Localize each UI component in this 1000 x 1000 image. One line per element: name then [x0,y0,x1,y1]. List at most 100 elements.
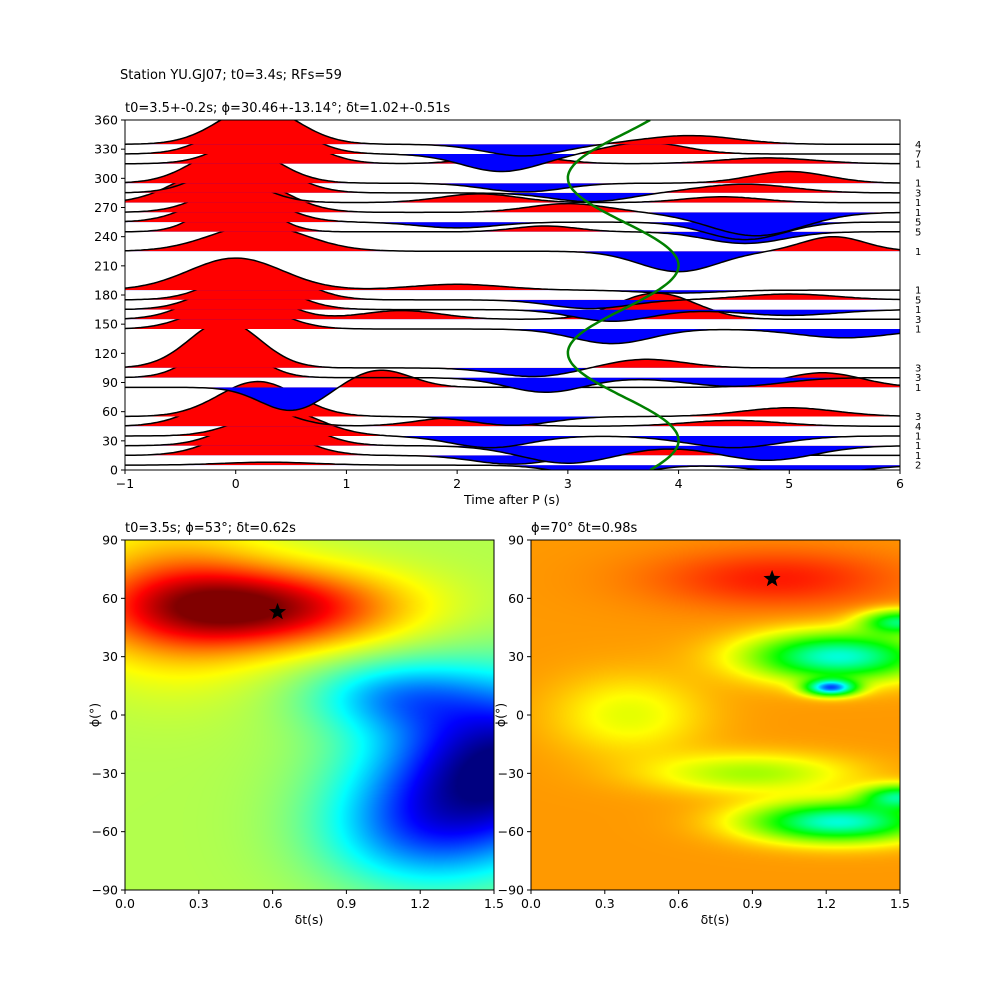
rf-x-tick-label: 0 [232,476,240,491]
heatmap-y-tick-label: 60 [508,591,524,606]
rf-bin-count: 1 [915,247,921,258]
rf-y-axis: 0 30 60 90 120 150 180 210 240 270 300 330 360 [94,113,125,478]
rf-positive-fill [125,258,900,291]
rf-bin-count: 5 [915,218,921,229]
grid-right-y-label: ϕ(°) [493,703,508,727]
rf-negative-fill [584,290,809,294]
grid-left-axes: 0.0 0.3 0.6 0.9 1.2 1.5 −90 −60 −30 0 30 60 90 [92,533,504,912]
heatmap-x-tick-label: 1.5 [484,896,504,911]
heatmap-y-tick-label: 30 [102,649,118,664]
heatmap-y-tick-label: −60 [92,824,118,839]
grid-right-panel: ϕ=70° δt=0.98s 0.0 0.3 0.6 0.9 1.2 1.5 −90 −60 −… [493,521,910,927]
rf-x-tick-label: 2 [453,476,461,491]
rf-curve-group [566,120,680,470]
rf-y-tick-label: 150 [94,317,118,332]
rf-x-tick-label: 3 [564,476,572,491]
rf-negative-fill [125,212,900,236]
rf-bin-count: 3 [915,188,921,199]
rf-x-axis: −1 0 1 2 3 4 5 6 [116,470,904,491]
heatmap-x-tick-label: 0.6 [263,896,283,911]
heatmap-y-tick-label: 90 [508,533,524,548]
rf-bin-count: 1 [915,198,921,209]
rf-bin-count: 4 [915,422,921,433]
heatmap-x-tick-label: 0.0 [115,896,135,911]
heatmap-x-tick-label: 0.0 [521,896,541,911]
best-fit-star-marker [763,569,781,587]
rf-bin-count: 1 [915,159,921,170]
rf-y-tick-label: 210 [94,258,118,273]
rf-bin-count: 5 [915,295,921,306]
grid-left-title: t0=3.5s; ϕ=53°; δt=0.62s [125,521,296,536]
rf-bin-count: 3 [915,315,921,326]
heatmap-y-tick-label: −90 [498,883,524,898]
rf-negative-fill [125,387,900,411]
rf-y-tick-label: 90 [102,375,118,390]
rf-negative-fill [125,222,900,240]
rf-x-axis-label: Time after P (s) [463,492,560,507]
rf-y-tick-label: 360 [94,113,118,128]
rf-x-tick-label: 4 [675,476,683,491]
heatmap-x-tick-label: 1.2 [816,896,836,911]
rf-traces [125,120,900,470]
rf-negative-fill [125,183,900,192]
heatmap-x-tick-label: 0.6 [669,896,689,911]
rf-bin-count: 1 [915,325,921,336]
rf-bin-count: 1 [915,431,921,442]
rf-positive-fill [125,120,900,145]
rf-bin-count: 3 [915,363,921,374]
rf-panel-title: t0=3.5+-0.2s; ϕ=30.46+-13.14°; δt=1.02+-… [125,101,450,116]
heatmap-x-tick-label: 1.2 [410,896,430,911]
rf-trace [125,461,900,470]
grid-right-overlay [763,569,781,587]
rf-delay-curve [566,120,680,470]
rf-trace [125,120,900,157]
grid-left-heatmap [125,540,494,890]
rf-negative-fill [125,309,900,322]
figure-suptitle: Station YU.GJ07; t0=3.4s; RFs=59 [120,68,342,83]
heatmap-y-tick-label: −90 [92,883,118,898]
rf-positive-fill [125,381,900,417]
rf-bin-count: 1 [915,383,921,394]
heatmap-y-tick-label: 90 [102,533,118,548]
rf-negative-fill [455,465,900,470]
rf-bin-count: 1 [915,208,921,219]
rf-y-tick-label: 330 [94,142,118,157]
grid-left-overlay [269,602,287,620]
rf-negative-fill [403,367,590,377]
rf-x-tick-label: 5 [785,476,793,491]
rf-bin-count: 4 [915,140,921,151]
rf-positive-fill [125,225,900,252]
rf-bin-count: 1 [915,305,921,316]
rf-bin-count: 5 [915,227,921,238]
grid-left-y-label: ϕ(°) [87,703,102,727]
rf-panel: t0=3.5+-0.2s; ϕ=30.46+-13.14°; δt=1.02+-… [94,101,921,507]
best-fit-star-marker [269,602,287,620]
rf-bin-count: 2 [915,461,921,472]
rf-negative-fill [125,435,900,448]
heatmap-x-tick-label: 0.9 [336,896,356,911]
rf-bin-count: 3 [915,373,921,384]
heatmap-x-tick-label: 0.3 [595,896,615,911]
rf-y-tick-label: 60 [102,404,118,419]
rf-positive-fill [125,264,900,300]
rf-positive-fill [125,120,900,155]
rf-y-tick-label: 120 [94,346,118,361]
heatmap-y-tick-label: 0 [516,708,524,723]
rf-bin-count: 1 [915,451,921,462]
grid-right-axes: 0.0 0.3 0.6 0.9 1.2 1.5 −90 −60 −30 0 30 60 90 [498,533,910,912]
rf-positive-fill [125,462,900,466]
heatmap-y-tick-label: −30 [92,766,118,781]
rf-negative-fill [471,329,900,344]
grid-right-heatmap [531,540,900,890]
rf-y-tick-label: 180 [94,288,118,303]
heatmap-y-tick-label: −30 [498,766,524,781]
heatmap-y-tick-label: 30 [508,649,524,664]
rf-positive-fill [125,193,900,232]
rf-positive-fill [125,321,900,368]
rf-bin-count: 7 [915,150,921,161]
rf-bin-count: 3 [915,412,921,423]
heatmap-x-tick-label: 1.5 [890,896,910,911]
rf-trace [125,380,900,427]
grid-left-x-label: δt(s) [295,912,324,927]
